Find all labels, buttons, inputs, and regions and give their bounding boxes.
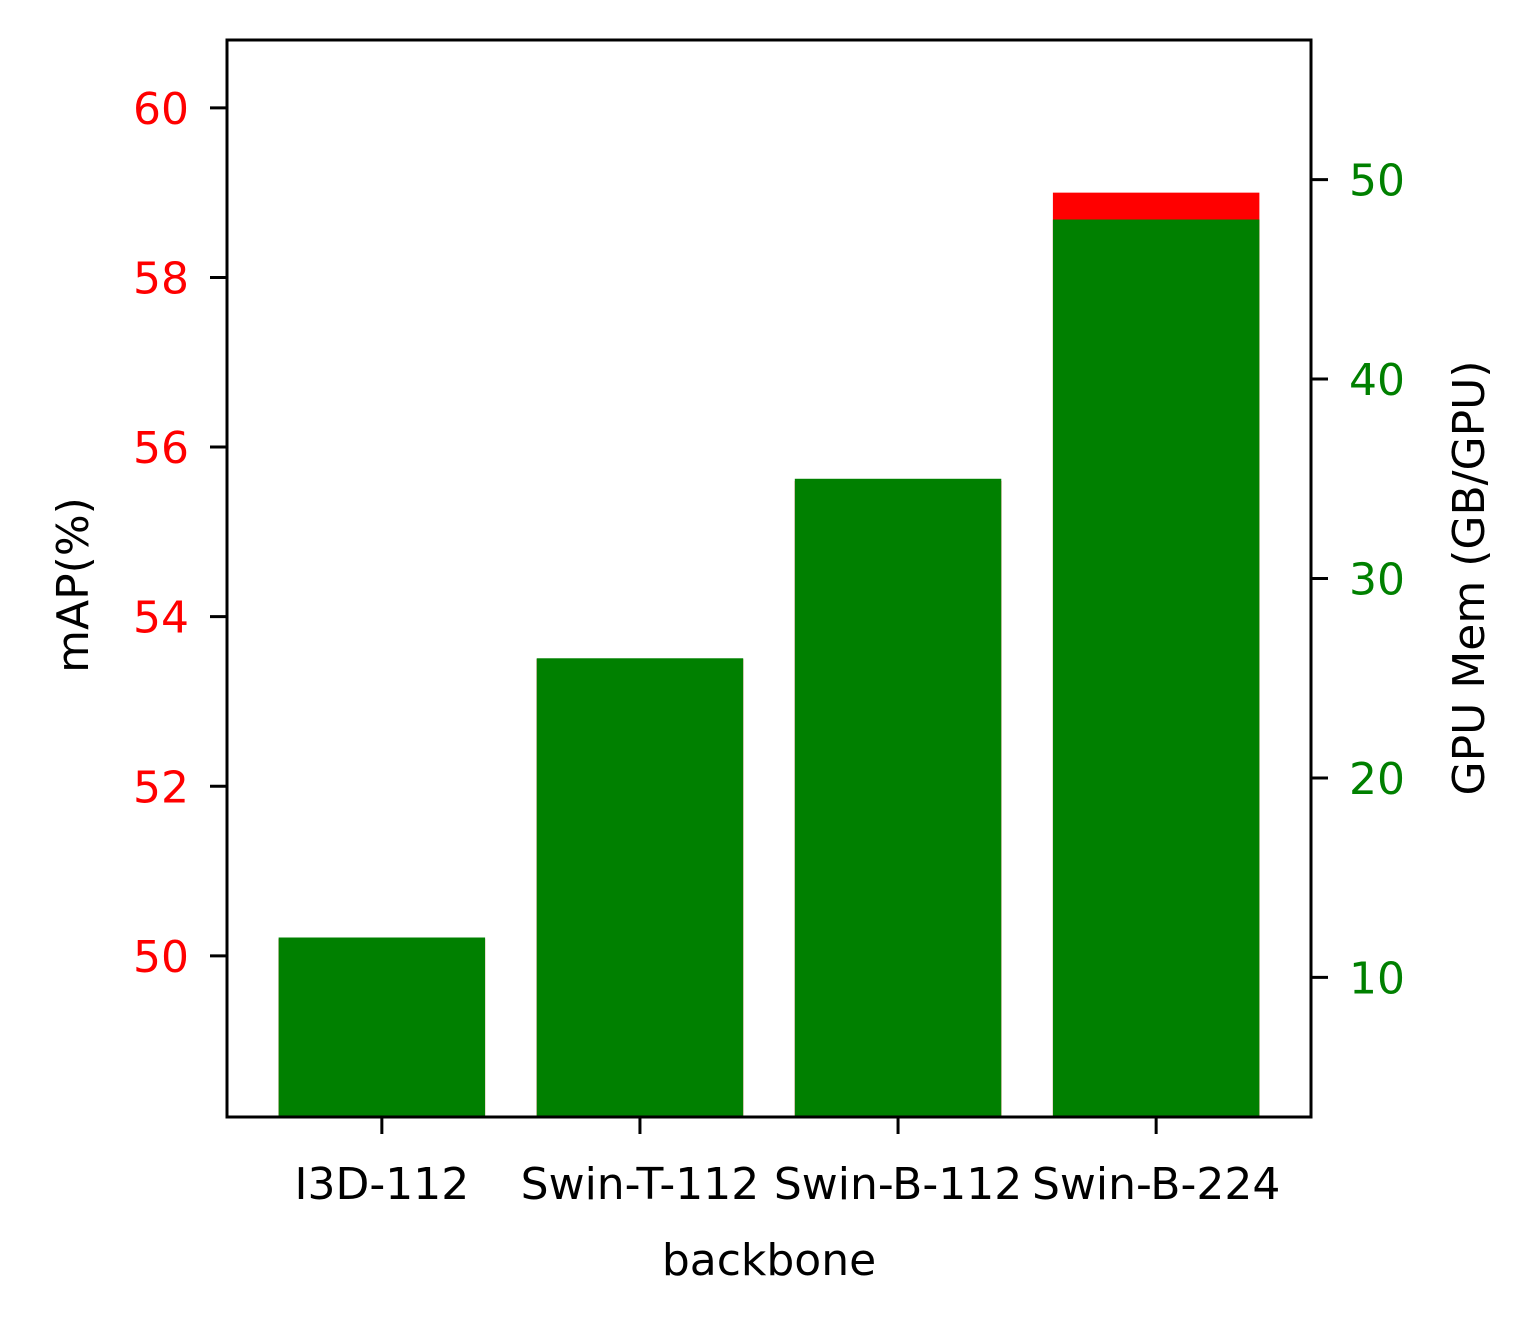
left-y-tick-label: 54	[133, 593, 189, 644]
gpu-mem-bars	[278, 219, 1260, 1117]
right-y-axis-ticks: 10 20 30 40 50	[1311, 156, 1405, 1004]
left-y-tick-label: 50	[133, 932, 189, 983]
x-tick-label: Swin-T-112	[521, 1159, 760, 1210]
x-axis-label: backbone	[662, 1235, 876, 1286]
right-y-axis-label: GPU Mem (GB/GPU)	[1444, 361, 1495, 796]
right-y-tick-label: 40	[1349, 355, 1405, 406]
left-y-axis-ticks: 50 52 54 56 58 60	[133, 84, 227, 983]
left-y-tick-label: 58	[133, 253, 189, 304]
gpu-mem-bar-swin-t-112	[536, 658, 744, 1117]
left-y-axis-label: mAP(%)	[48, 497, 99, 673]
gpu-mem-bar-swin-b-112	[794, 478, 1002, 1117]
right-y-tick-label: 10	[1349, 953, 1405, 1004]
x-tick-label: I3D-112	[294, 1159, 469, 1210]
right-y-tick-label: 20	[1349, 754, 1405, 805]
gpu-mem-bar-swin-b-224	[1052, 219, 1260, 1117]
x-tick-label: Swin-B-112	[774, 1159, 1022, 1210]
left-y-tick-label: 56	[133, 423, 189, 474]
left-y-tick-label: 60	[133, 84, 189, 135]
gpu-mem-bar-i3d-112	[278, 937, 486, 1117]
x-axis-ticks: I3D-112 Swin-T-112 Swin-B-112 Swin-B-224	[294, 1117, 1280, 1210]
right-y-tick-label: 30	[1349, 555, 1405, 606]
left-y-tick-label: 52	[133, 762, 189, 813]
x-tick-label: Swin-B-224	[1032, 1159, 1280, 1210]
right-y-tick-label: 50	[1349, 156, 1405, 207]
